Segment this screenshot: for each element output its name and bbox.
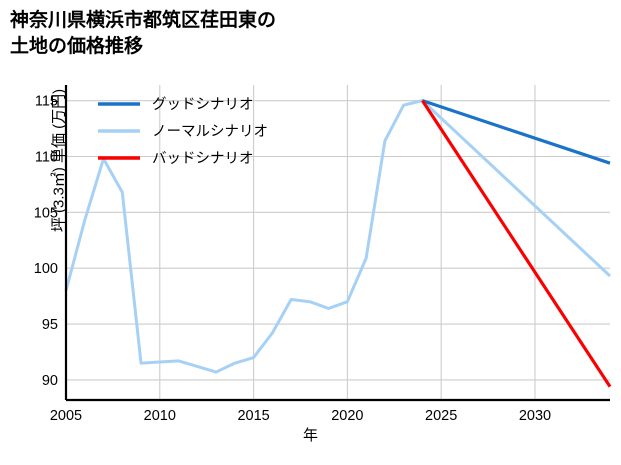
x-axis-ticks: 2005 2010 2015 2020 2025 2030 [50, 408, 551, 424]
x-tick-label: 2025 [425, 408, 457, 424]
y-tick-label: 95 [42, 317, 58, 333]
x-tick-label: 2020 [331, 408, 363, 424]
x-axis-label: 年 [302, 427, 318, 444]
axis-spines [64, 85, 610, 402]
gridlines [65, 85, 610, 400]
y-tick-label: 90 [42, 373, 58, 389]
legend-label: グッドシナリオ [152, 96, 254, 113]
x-tick-label: 2010 [144, 408, 176, 424]
x-tick-label: 2005 [50, 408, 82, 424]
legend-label: バッドシナリオ [152, 151, 254, 167]
series-line [421, 99, 611, 165]
series-line [64, 99, 612, 374]
y-axis-ticks: 90 95 100 105 110 115 [34, 94, 58, 389]
legend-label: ノーマルシナリオ [152, 124, 268, 140]
y-tick-label: 105 [34, 205, 58, 221]
x-tick-label: 2015 [237, 408, 269, 424]
x-tick-label: 2030 [519, 408, 551, 424]
series-line [421, 99, 612, 388]
chart-title: 神奈川県横浜市都筑区荏田東の 土地の価格推移 [10, 10, 277, 57]
y-tick-label: 115 [35, 94, 58, 110]
y-tick-label: 100 [34, 261, 58, 277]
y-tick-label: 110 [35, 149, 58, 165]
series-lines [64, 99, 612, 388]
